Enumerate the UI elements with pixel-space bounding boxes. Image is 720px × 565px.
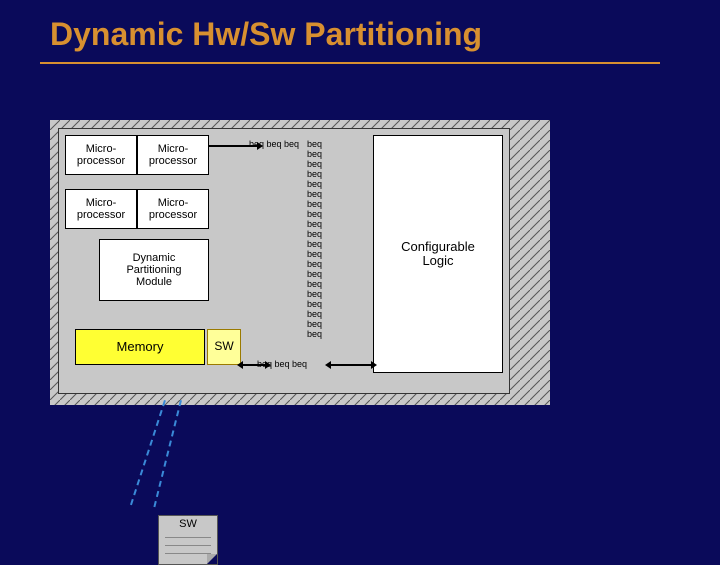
beq-column: beq beq beq beq beq beq beq beq beq beq … [307, 139, 322, 339]
diagram: Micro- processor Micro- processor Micro-… [50, 120, 550, 420]
mp-label: Micro- processor [77, 143, 125, 167]
slide-title: Dynamic Hw/Sw Partitioning [0, 0, 720, 53]
microprocessor-2: Micro- processor [137, 135, 209, 175]
dpm-label: Dynamic Partitioning Module [126, 252, 181, 288]
note-dogear-icon [207, 554, 217, 564]
microprocessor-3: Micro- processor [65, 189, 137, 229]
sw-floating-note: SW [158, 515, 218, 565]
title-underline [40, 62, 660, 64]
config-label: Configurable Logic [401, 240, 475, 269]
mp-label: Micro- processor [149, 197, 197, 221]
mp-label: Micro- processor [149, 143, 197, 167]
memory-block: Memory [75, 329, 205, 365]
sw-floating-label: SW [159, 518, 217, 530]
microprocessor-4: Micro- processor [137, 189, 209, 229]
beq-row-top: beq beq beq [249, 139, 299, 149]
note-line [165, 530, 211, 538]
microprocessor-1: Micro- processor [65, 135, 137, 175]
memory-label: Memory [117, 340, 164, 354]
note-line [165, 538, 211, 546]
configurable-logic: Configurable Logic [373, 135, 503, 373]
dynamic-partitioning-module: Dynamic Partitioning Module [99, 239, 209, 301]
sw-chip-label: SW [214, 340, 233, 353]
dashed-connector-1 [130, 400, 166, 505]
mp-label: Micro- processor [77, 197, 125, 221]
note-line [165, 546, 211, 554]
beq-row-bottom: beq beq beq [257, 359, 307, 369]
chip-boundary: Micro- processor Micro- processor Micro-… [58, 128, 510, 394]
arrow-beq-to-configlogic [331, 364, 371, 366]
sw-chip: SW [207, 329, 241, 365]
